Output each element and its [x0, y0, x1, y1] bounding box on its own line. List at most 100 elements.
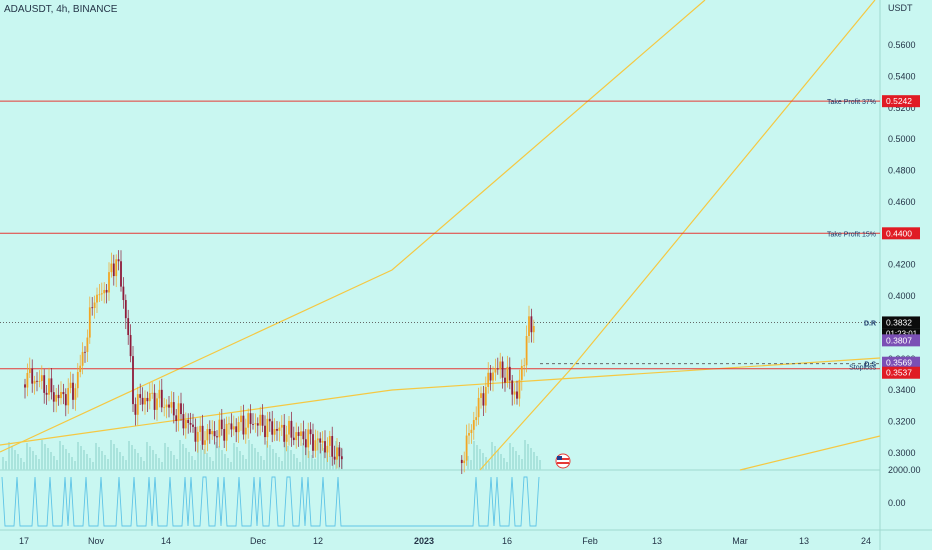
candle-body — [316, 438, 319, 441]
candle-body — [273, 428, 276, 435]
volume-bar — [257, 452, 259, 470]
level-label-1: Take Profit 15% — [827, 231, 876, 238]
volume-bar — [338, 445, 340, 470]
volume-bar — [473, 441, 475, 470]
volume-bar — [194, 460, 196, 470]
candle-body — [264, 425, 266, 438]
volume-bar — [5, 461, 7, 470]
candle-body — [235, 426, 238, 433]
candle-body — [196, 431, 199, 442]
candle-body — [127, 318, 130, 336]
candle-body — [64, 394, 67, 406]
volume-bar — [308, 451, 310, 470]
volume-bar — [80, 446, 82, 470]
volume-bar — [326, 452, 328, 470]
trendline-0 — [0, 0, 706, 453]
y-tick-label-8: 0.4000 — [888, 291, 916, 301]
volume-bar — [284, 442, 286, 470]
price-tag-3 — [882, 356, 920, 369]
volume-bar — [59, 441, 61, 470]
candle-body — [520, 366, 523, 380]
candle-body — [468, 433, 470, 436]
volume-bar — [533, 452, 535, 470]
candle-body — [48, 378, 50, 395]
volume-bar — [107, 459, 109, 470]
candle-body — [324, 441, 326, 453]
candle-body — [33, 380, 36, 384]
price-tag-2 — [882, 316, 920, 329]
volume-bar — [203, 449, 205, 470]
candle-body — [501, 361, 504, 378]
volume-bar — [158, 458, 160, 470]
candle-body — [60, 391, 62, 399]
candle-body — [496, 368, 499, 370]
candle-body — [120, 261, 122, 287]
volume-bar — [197, 441, 199, 470]
candle-body — [194, 426, 197, 442]
volume-bar — [62, 445, 64, 470]
x-tick-label-10: 13 — [799, 536, 809, 546]
candle-body — [465, 435, 468, 461]
candle-body — [475, 417, 478, 421]
volume-bar — [212, 461, 214, 470]
candle-body — [144, 397, 146, 405]
volume-bar — [122, 456, 124, 470]
candle-body — [280, 424, 283, 428]
candle-body — [168, 404, 170, 408]
volume-bar — [524, 440, 526, 470]
flag-icon-stripe — [557, 462, 569, 464]
candle-body — [220, 419, 223, 430]
candle-body — [268, 418, 271, 422]
candle-body — [494, 368, 497, 373]
volume-bar — [14, 450, 16, 470]
candle-body — [518, 379, 521, 399]
candle-body — [134, 404, 137, 415]
oscillator-line — [1, 476, 540, 527]
candle-body — [499, 361, 502, 370]
candle-body — [117, 259, 120, 262]
y-tick-label-13: 0.3000 — [888, 448, 916, 458]
candle-body — [105, 289, 108, 293]
candle-body — [232, 426, 235, 430]
volume-bar — [281, 461, 283, 470]
candle-body — [288, 420, 290, 435]
volume-bar — [116, 448, 118, 470]
volume-bar — [539, 460, 541, 470]
candle-body — [477, 397, 480, 418]
x-tick-label-8: 13 — [652, 536, 662, 546]
level-label-0: Take Profit 37% — [827, 99, 876, 106]
y-tick-label-2: 0.5200 — [888, 103, 916, 113]
volume-bar — [215, 442, 217, 470]
volume-bar — [236, 447, 238, 470]
trendline-1 — [0, 357, 881, 446]
candle-body — [528, 316, 530, 336]
candle-body — [336, 447, 338, 460]
candle-body — [472, 420, 475, 430]
volume-bar — [188, 452, 190, 470]
candle-body — [482, 393, 485, 406]
x-tick-label-11: 24 — [861, 536, 871, 546]
candle-body — [244, 427, 247, 435]
volume-bar — [35, 455, 37, 470]
volume-bar — [272, 449, 274, 470]
level-label-3: D.S — [864, 362, 876, 369]
candle-body — [163, 407, 166, 409]
x-tick-label-7: Feb — [582, 536, 598, 546]
x-tick-label-0: 17 — [19, 536, 29, 546]
candle-body — [151, 392, 154, 394]
candle-body — [148, 393, 151, 402]
candle-body — [52, 392, 55, 402]
y-tick-label-5: 0.4600 — [888, 197, 916, 207]
volume-bar — [488, 461, 490, 470]
candle-body — [508, 366, 511, 381]
candle-body — [24, 384, 26, 388]
volume-bar — [11, 446, 13, 470]
candle-body — [312, 434, 314, 451]
candle-body — [170, 402, 173, 408]
price-tag-label-2: 0.3832 — [886, 317, 912, 327]
volume-bar — [140, 457, 142, 470]
volume-bar — [239, 451, 241, 470]
volume-bar — [92, 462, 94, 470]
candle-body — [40, 375, 43, 382]
